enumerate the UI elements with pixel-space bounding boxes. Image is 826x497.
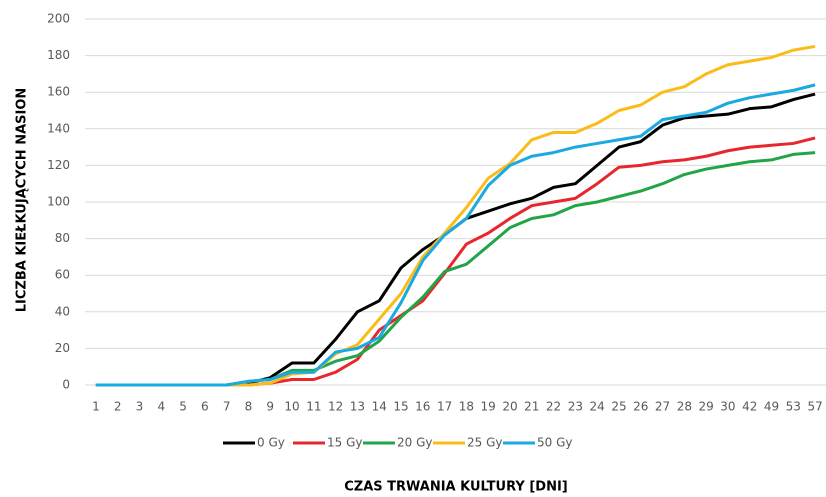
x-tick-label: 1 bbox=[92, 400, 100, 414]
x-tick-label: 19 bbox=[481, 400, 496, 414]
x-tick-label: 9 bbox=[266, 400, 274, 414]
x-tick-label: 23 bbox=[568, 400, 583, 414]
y-tick-label: 200 bbox=[47, 12, 70, 26]
y-tick-label: 20 bbox=[55, 341, 70, 355]
x-tick-label: 15 bbox=[393, 400, 408, 414]
x-tick-label: 24 bbox=[590, 400, 605, 414]
x-tick-label: 26 bbox=[633, 400, 648, 414]
y-tick-label: 140 bbox=[47, 121, 70, 135]
y-tick-label: 60 bbox=[55, 268, 70, 282]
y-tick-label: 180 bbox=[47, 48, 70, 62]
x-tick-label: 3 bbox=[136, 400, 144, 414]
legend-label: 20 Gy bbox=[397, 436, 432, 450]
series-line bbox=[95, 92, 816, 387]
x-tick-label: 57 bbox=[807, 400, 822, 414]
x-tick-label: 21 bbox=[524, 400, 539, 414]
x-tick-label: 12 bbox=[328, 400, 343, 414]
x-tick-label: 5 bbox=[179, 400, 187, 414]
x-tick-label: 13 bbox=[350, 400, 365, 414]
x-tick-label: 16 bbox=[415, 400, 430, 414]
series-line bbox=[95, 44, 816, 387]
legend-label: 15 Gy bbox=[327, 436, 362, 450]
y-tick-label: 80 bbox=[55, 231, 70, 245]
legend-label: 0 Gy bbox=[257, 436, 285, 450]
x-tick-label: 11 bbox=[306, 400, 321, 414]
x-tick-label: 4 bbox=[157, 400, 165, 414]
x-tick-label: 53 bbox=[786, 400, 801, 414]
x-tick-label: 42 bbox=[742, 400, 757, 414]
y-axis-title: LICZBA KIEŁKUJĄCYCH NASION bbox=[15, 88, 30, 313]
y-tick-label: 40 bbox=[55, 304, 70, 318]
x-tick-label: 29 bbox=[698, 400, 713, 414]
x-tick-label: 2 bbox=[114, 400, 122, 414]
y-tick-label: 0 bbox=[62, 378, 70, 392]
x-tick-label: 6 bbox=[201, 400, 209, 414]
legend-label: 50 Gy bbox=[537, 436, 572, 450]
x-tick-label: 49 bbox=[764, 400, 779, 414]
x-tick-label: 10 bbox=[284, 400, 299, 414]
x-tick-label: 25 bbox=[611, 400, 626, 414]
legend-label: 25 Gy bbox=[467, 436, 502, 450]
series-line bbox=[95, 83, 816, 387]
x-tick-label: 27 bbox=[655, 400, 670, 414]
x-tick-label: 28 bbox=[677, 400, 692, 414]
x-tick-label: 30 bbox=[720, 400, 735, 414]
x-tick-label: 8 bbox=[245, 400, 253, 414]
series-line bbox=[95, 151, 816, 387]
y-tick-label: 120 bbox=[47, 158, 70, 172]
x-tick-label: 18 bbox=[459, 400, 474, 414]
x-tick-label: 7 bbox=[223, 400, 231, 414]
x-tick-label: 14 bbox=[372, 400, 387, 414]
x-tick-label: 22 bbox=[546, 400, 561, 414]
y-tick-label: 160 bbox=[47, 85, 70, 99]
x-tick-label: 20 bbox=[502, 400, 517, 414]
y-tick-label: 100 bbox=[47, 195, 70, 209]
x-tick-label: 17 bbox=[437, 400, 452, 414]
x-axis-title: CZAS TRWANIA KULTURY [DNI] bbox=[344, 480, 568, 495]
